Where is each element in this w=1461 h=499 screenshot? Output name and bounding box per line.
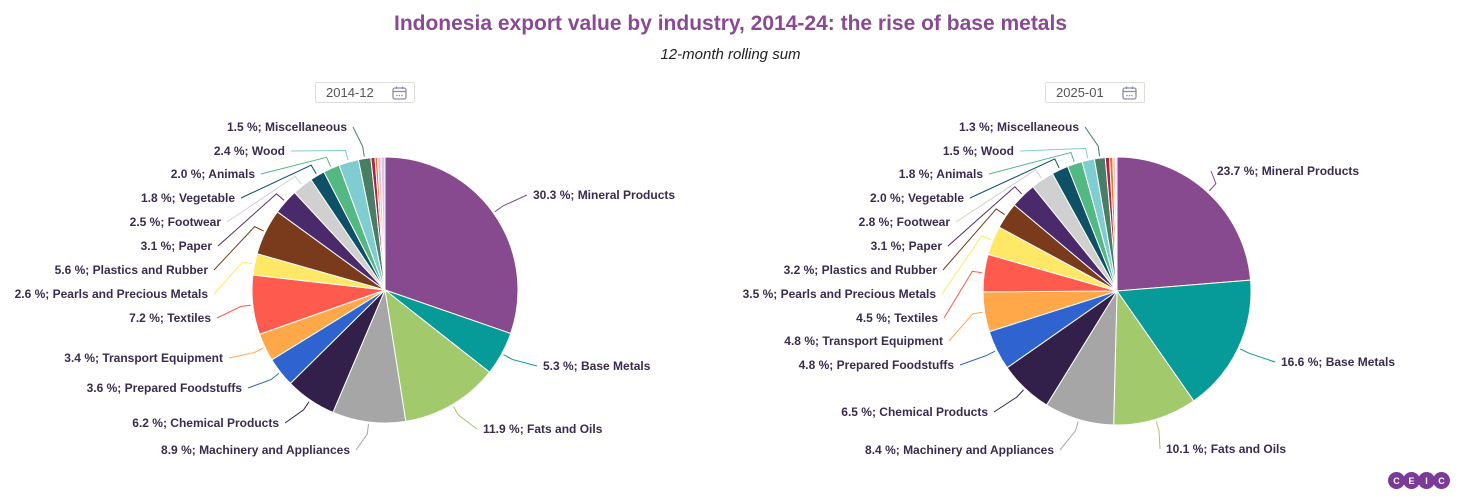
data-label: 8.4 %; Machinery and Appliances (865, 443, 1054, 457)
data-label: 1.5 %; Miscellaneous (226, 120, 347, 134)
pie-slice[interactable] (1114, 156, 1118, 292)
connector-line (355, 423, 369, 451)
data-label: 4.8 %; Prepared Foodstuffs (798, 358, 954, 372)
pie-slice-mineral-products[interactable] (1116, 156, 1252, 292)
data-label: 2.5 %; Footwear (129, 215, 221, 229)
connector-line (284, 401, 310, 424)
data-label: 30.3 %; Mineral Products (533, 188, 676, 202)
data-label: 4.8 %; Transport Equipment (784, 334, 943, 348)
connector-line (228, 347, 264, 359)
pie-slice-fats-and-oils[interactable] (1113, 289, 1195, 426)
chart-title: Indonesia export value by industry, 2014… (393, 12, 1067, 35)
connector-line (260, 156, 332, 175)
date-picker-right[interactable]: 2025-01 (1045, 82, 1145, 103)
data-label: 2.4 %; Wood (213, 144, 285, 158)
data-label: 10.1 %; Fats and Oils (1166, 442, 1287, 456)
date-value: 2025-01 (1056, 85, 1104, 100)
data-label: 8.9 %; Machinery and Appliances (161, 443, 350, 457)
data-label: 6.2 %; Chemical Products (132, 416, 279, 430)
connector-line (1208, 170, 1217, 192)
data-label: 1.8 %; Vegetable (140, 191, 235, 205)
data-label: 2.0 %; Vegetable (869, 191, 964, 205)
data-label: 16.6 %; Base Metals (1281, 355, 1396, 369)
data-label: 4.5 %; Textiles (856, 311, 938, 325)
connector-line (247, 373, 280, 389)
connector-line (1059, 421, 1079, 451)
calendar-icon[interactable] (392, 86, 407, 100)
connector-line (217, 193, 285, 247)
connector-line (942, 208, 1005, 271)
data-label: 3.6 %; Prepared Foodstuffs (86, 381, 242, 395)
data-label: 7.2 %; Textiles (129, 311, 211, 325)
data-label: 2.6 %; Pearls and Precious Metals (14, 287, 208, 301)
connector-line (216, 304, 251, 319)
data-label: 23.7 %; Mineral Products (1217, 164, 1360, 178)
pie-slice-mineral-products[interactable] (384, 156, 519, 335)
data-label: 1.8 %; Animals (898, 167, 983, 181)
data-label: 3.1 %; Paper (140, 239, 212, 253)
connector-line (213, 261, 253, 295)
data-label: 1.5 %; Wood (942, 144, 1014, 158)
data-label: 3.4 %; Transport Equipment (64, 351, 223, 365)
connector-line (955, 169, 1042, 223)
chart-subtitle: 12-month rolling sum (660, 46, 801, 63)
connector-line (290, 150, 349, 161)
connector-line (988, 151, 1075, 175)
data-label: 3.2 %; Plastics and Rubber (783, 263, 937, 277)
data-label: 5.6 %; Plastics and Rubber (54, 263, 208, 277)
connector-line (941, 235, 992, 295)
connector-line (494, 194, 528, 213)
data-label: 2.0 %; Animals (170, 167, 255, 181)
connector-line (213, 226, 264, 271)
connector-line (948, 311, 983, 342)
connector-line (1084, 126, 1101, 157)
calendar-icon[interactable] (1122, 86, 1137, 100)
connector-line (1019, 147, 1089, 159)
data-label: 6.5 %; Chemical Products (841, 405, 988, 419)
connector-line (503, 354, 538, 367)
connector-line (352, 126, 365, 157)
connector-line (240, 164, 317, 199)
data-label: 5.3 %; Base Metals (543, 359, 651, 373)
pie-slice[interactable] (380, 156, 386, 291)
data-label: 1.3 %; Miscellaneous (958, 120, 1079, 134)
date-value: 2014-12 (326, 85, 374, 100)
data-label: 3.1 %; Paper (870, 239, 942, 253)
connector-line (959, 350, 996, 366)
date-picker-left[interactable]: 2014-12 (315, 82, 415, 103)
connector-line (943, 270, 983, 319)
connector-line (452, 406, 478, 430)
pie-slice-fats-and-oils[interactable] (384, 288, 491, 422)
pie-slice-base-metals[interactable] (1116, 279, 1252, 402)
connector-line (993, 389, 1024, 413)
connector-line (969, 158, 1060, 199)
connector-line (1155, 421, 1161, 450)
connector-line (226, 175, 302, 223)
connector-line (1239, 348, 1276, 363)
data-label: 11.9 %; Fats and Oils (483, 422, 603, 436)
data-label: 3.5 %; Pearls and Precious Metals (742, 287, 936, 301)
connector-line (947, 186, 1023, 247)
data-label: 2.8 %; Footwear (858, 215, 950, 229)
